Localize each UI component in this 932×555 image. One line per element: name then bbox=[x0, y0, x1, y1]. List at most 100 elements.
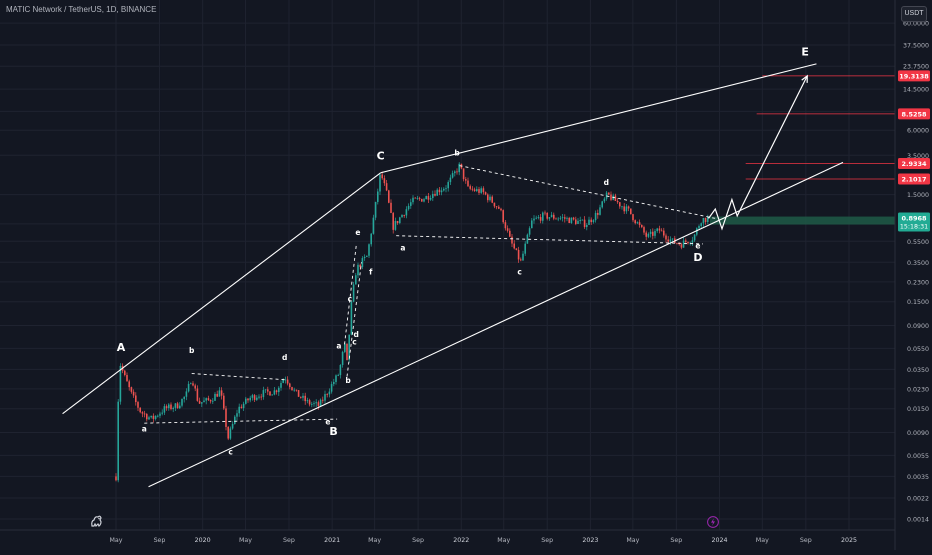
time-tick-label: May bbox=[109, 537, 122, 544]
candle-body bbox=[234, 416, 236, 424]
grid bbox=[0, 0, 895, 530]
candle-body bbox=[363, 256, 366, 259]
candle-body bbox=[707, 217, 709, 222]
candle-body bbox=[524, 243, 526, 254]
candle-body bbox=[212, 400, 214, 402]
price-tick-label: 0.0550 bbox=[907, 346, 929, 353]
candle-body bbox=[544, 212, 546, 214]
candle-body bbox=[291, 387, 293, 391]
lightning-icon[interactable] bbox=[707, 516, 719, 528]
candle-body bbox=[187, 383, 190, 392]
candle-body bbox=[390, 202, 392, 213]
candle-body bbox=[535, 217, 537, 219]
price-tick-label: 0.0230 bbox=[907, 386, 929, 393]
candle-body bbox=[691, 240, 694, 243]
candle-body bbox=[289, 383, 291, 388]
candle-body bbox=[161, 412, 163, 414]
candle-body bbox=[663, 230, 665, 236]
candle-body bbox=[458, 163, 460, 173]
candle-body bbox=[557, 218, 559, 220]
candle-body bbox=[469, 186, 471, 189]
candle-body bbox=[689, 242, 691, 244]
target-level-tag bbox=[898, 157, 930, 169]
candle-body bbox=[214, 393, 216, 401]
candle-body bbox=[634, 220, 636, 224]
candle-body bbox=[493, 202, 496, 207]
target-level-tag bbox=[898, 108, 930, 120]
wave-label-major: C bbox=[377, 149, 385, 162]
candle-body bbox=[652, 231, 654, 236]
wave-label-minor: c bbox=[348, 295, 352, 304]
candle-body bbox=[676, 243, 678, 244]
candle-body bbox=[225, 408, 227, 427]
candle-body bbox=[425, 196, 427, 200]
candle-body bbox=[253, 395, 256, 400]
wave-label-minor: d bbox=[354, 330, 359, 339]
candle-body bbox=[170, 404, 172, 410]
candle-body bbox=[412, 197, 414, 203]
target-level-label: 2.1017 bbox=[901, 175, 926, 183]
time-tick-label: May bbox=[239, 537, 252, 544]
candle-body bbox=[462, 168, 465, 180]
candle-body bbox=[139, 407, 141, 413]
candle-body bbox=[368, 244, 370, 256]
candle-body bbox=[704, 217, 707, 222]
candle-body bbox=[630, 208, 632, 215]
wave-label-minor: d bbox=[604, 178, 609, 187]
candle-body bbox=[176, 403, 179, 409]
candle-body bbox=[190, 383, 192, 385]
current-price-tag bbox=[898, 212, 930, 232]
candle-body bbox=[203, 400, 205, 403]
candle-body bbox=[696, 228, 698, 235]
candle-body bbox=[130, 387, 133, 392]
candle-body bbox=[372, 217, 375, 234]
candle-body bbox=[401, 215, 403, 218]
candle-body bbox=[645, 232, 647, 237]
wave-label-major: D bbox=[693, 251, 702, 264]
symbol-title[interactable]: MATIC Network / TetherUS, 1D, BINANCE bbox=[6, 5, 157, 14]
candle-body bbox=[513, 243, 515, 249]
candle-body bbox=[550, 214, 553, 218]
candle-body bbox=[159, 413, 161, 416]
candle-body bbox=[220, 390, 223, 396]
target-level-tag bbox=[898, 173, 930, 185]
candle-body bbox=[627, 206, 630, 209]
candle-body bbox=[304, 395, 306, 402]
price-tick-label: 0.0150 bbox=[907, 406, 929, 413]
candle-body bbox=[374, 201, 377, 218]
candle-body bbox=[399, 217, 401, 224]
price-tick-label: 37.5000 bbox=[903, 43, 929, 50]
candle-body bbox=[256, 397, 258, 400]
wave-label-minor: a bbox=[400, 244, 405, 253]
candle-body bbox=[687, 241, 689, 244]
wave-label-minor: e bbox=[355, 228, 360, 237]
price-tick-label: 0.0055 bbox=[907, 453, 929, 460]
candle-body bbox=[685, 240, 687, 242]
candle-body bbox=[350, 301, 353, 335]
candle-body bbox=[438, 189, 441, 193]
tradingview-logo-icon[interactable] bbox=[88, 512, 106, 530]
candle-body bbox=[333, 382, 335, 385]
candle-body bbox=[520, 259, 522, 261]
candle-body bbox=[579, 220, 581, 221]
target-level-label: 2.9334 bbox=[901, 160, 927, 168]
candle-body bbox=[326, 394, 328, 395]
candle-body bbox=[526, 234, 529, 244]
candle-body bbox=[247, 398, 249, 401]
candle-body bbox=[264, 389, 267, 391]
candle-body bbox=[396, 221, 399, 224]
candle-body bbox=[531, 220, 533, 229]
wave-label-minor: c bbox=[517, 267, 521, 276]
currency-button[interactable]: USDT bbox=[901, 6, 927, 22]
candle-body bbox=[278, 387, 280, 393]
candle-body bbox=[548, 217, 551, 219]
candle-body bbox=[403, 215, 405, 216]
triangle-boundary-line bbox=[380, 63, 817, 174]
candle-body bbox=[198, 400, 201, 404]
candle-body bbox=[267, 389, 269, 392]
candle-body bbox=[183, 396, 185, 399]
